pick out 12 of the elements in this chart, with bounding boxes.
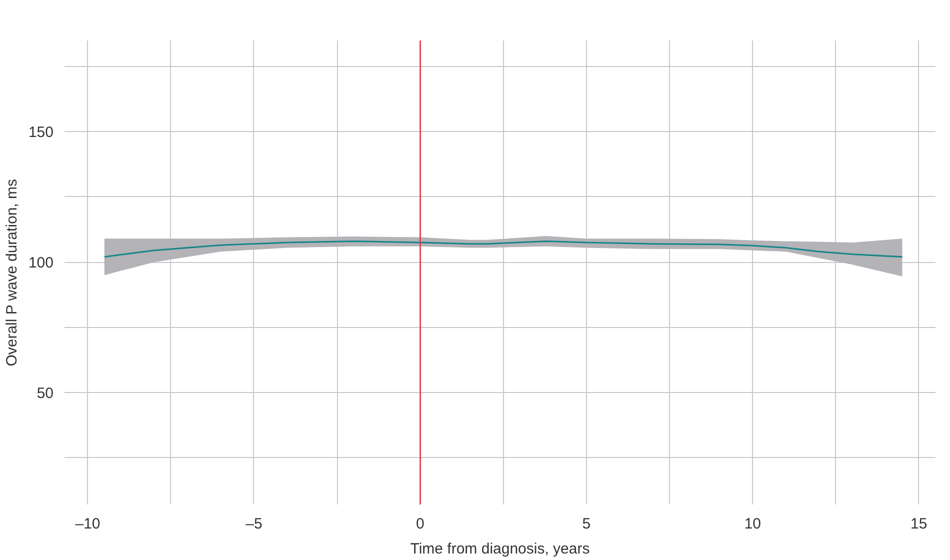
x-tick-label: 5 <box>582 516 591 532</box>
x-tick-label: –5 <box>246 516 262 532</box>
y-tick-label: 100 <box>28 254 54 272</box>
x-tick-label: 0 <box>416 516 424 532</box>
x-axis-title: Time from diagnosis, years <box>410 540 590 558</box>
line-series <box>104 240 904 258</box>
y-tick-label: 150 <box>28 124 54 142</box>
x-tick-label: 15 <box>910 516 928 532</box>
y-axis-title: Overall P wave duration, ms <box>3 178 20 366</box>
x-tick-label: 10 <box>744 516 761 532</box>
x-tick-label: –10 <box>75 516 100 532</box>
y-tick-label: 50 <box>36 384 54 402</box>
